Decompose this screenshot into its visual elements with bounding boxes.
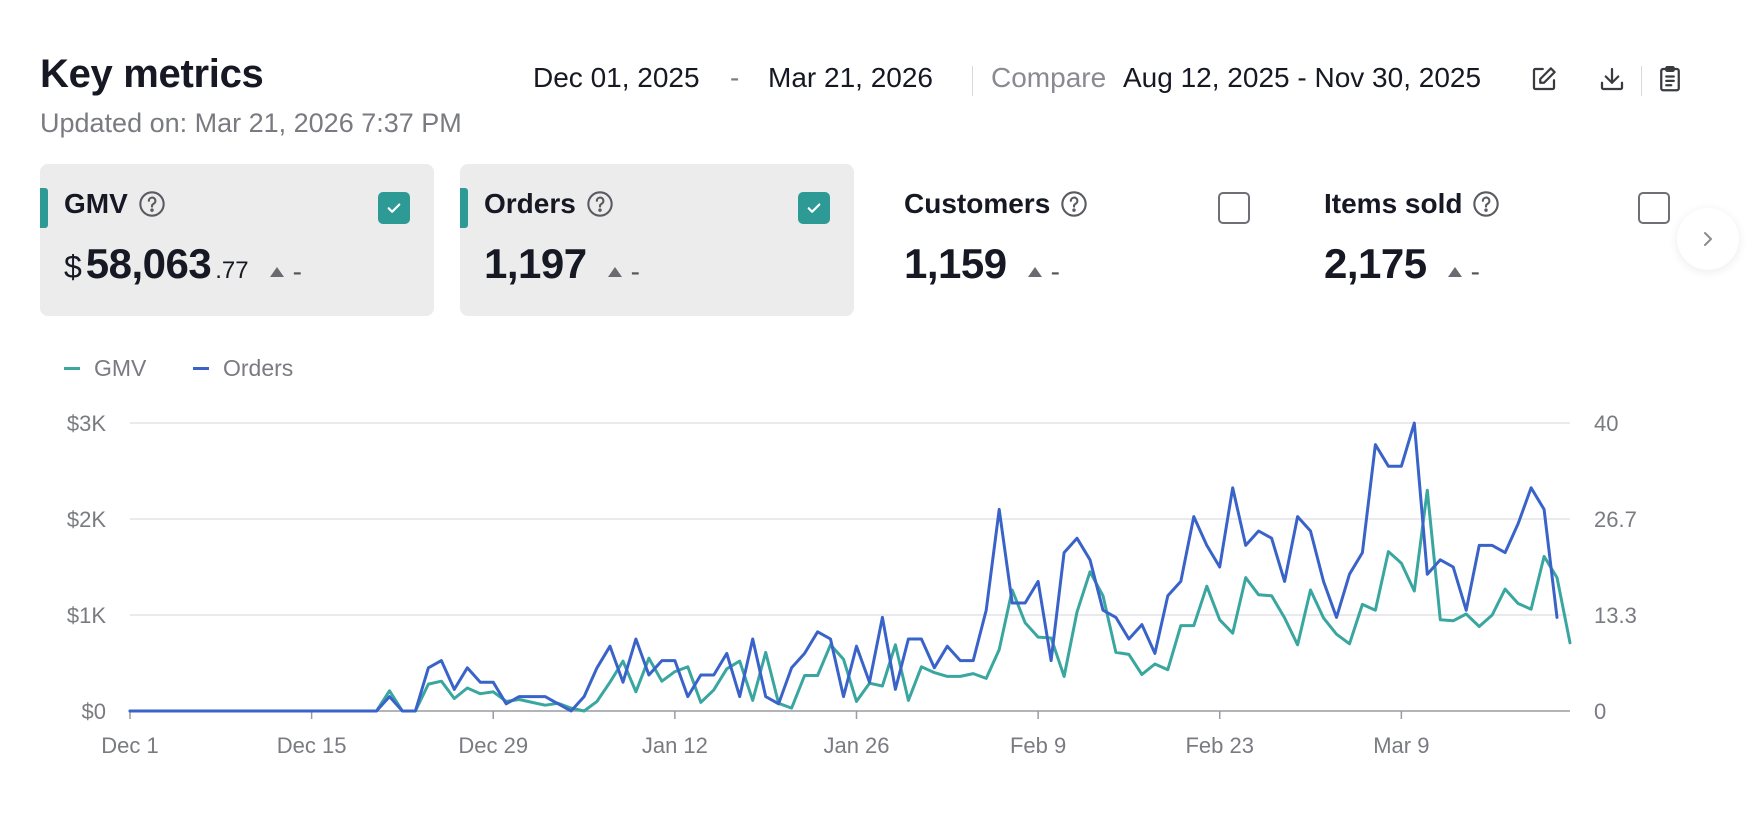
metric-checkbox[interactable]	[1638, 192, 1670, 224]
help-icon[interactable]	[1060, 190, 1088, 218]
metric-number: 58,063	[85, 240, 212, 287]
legend-item-orders[interactable]: Orders	[193, 355, 293, 382]
metric-checkbox[interactable]	[1218, 192, 1250, 224]
legend-label: GMV	[94, 355, 147, 381]
checkmark-icon	[807, 203, 821, 213]
divider	[972, 66, 973, 96]
legend-label: Orders	[223, 355, 294, 381]
trend-indicator: -	[607, 256, 640, 288]
metric-card-orders[interactable]: Orders 1,197 -	[460, 164, 854, 316]
date-range-start[interactable]: Dec 01, 2025	[533, 62, 700, 93]
selected-indicator	[460, 188, 468, 228]
compare-label: Compare	[991, 62, 1107, 93]
download-icon[interactable]	[1595, 62, 1629, 96]
metric-name: Customers	[904, 188, 1088, 220]
chevron-right-icon	[1704, 232, 1712, 246]
y-right-tick-label: 26.7	[1594, 507, 1637, 532]
metric-name: Items sold	[1324, 188, 1500, 220]
triangle-up-icon	[269, 267, 284, 277]
y-right-tick-label: 40	[1594, 411, 1618, 436]
metric-number: 2,175	[1324, 240, 1427, 287]
x-tick-label: Mar 9	[1373, 733, 1429, 758]
x-tick-label: Jan 12	[642, 733, 708, 758]
trend-value: -	[1050, 256, 1060, 287]
divider	[1641, 66, 1642, 96]
help-icon[interactable]	[1472, 190, 1500, 218]
currency-symbol: $	[64, 249, 82, 285]
metric-label: GMV	[64, 188, 128, 219]
x-tick-label: Dec 29	[458, 733, 528, 758]
page-title: Key metrics	[40, 52, 264, 96]
trend-indicator: -	[1027, 256, 1060, 288]
y-left-tick-label: $2K	[67, 507, 106, 532]
triangle-up-icon	[1447, 267, 1462, 277]
trend-indicator: -	[269, 256, 302, 288]
y-left-tick-label: $3K	[67, 411, 106, 436]
metric-number: 1,159	[904, 240, 1007, 287]
y-right-tick-label: 0	[1594, 699, 1606, 724]
edit-icon[interactable]	[1527, 62, 1561, 96]
selected-indicator	[40, 188, 48, 228]
metric-card-customers[interactable]: Customers 1,159 -	[880, 164, 1274, 316]
updated-timestamp: Updated on: Mar 21, 2026 7:37 PM	[40, 108, 462, 138]
help-icon[interactable]	[586, 190, 614, 218]
series-line-orders	[128, 421, 1559, 713]
y-right-tick-label: 13.3	[1594, 603, 1637, 628]
compare-date-range[interactable]: Aug 12, 2025 - Nov 30, 2025	[1123, 62, 1482, 93]
x-tick-label: Dec 1	[101, 733, 158, 758]
date-range-end[interactable]: Mar 21, 2026	[768, 62, 933, 93]
help-icon[interactable]	[138, 190, 166, 218]
triangle-up-icon	[607, 267, 622, 277]
clipboard-icon[interactable]	[1653, 62, 1687, 96]
series-line-gmv	[128, 488, 1572, 713]
x-tick-label: Jan 26	[823, 733, 889, 758]
line-chart: $0 0 $1K 13.3 $2K 26.7 $3K 40 Dec 1 Dec 15 Dec 29 J…	[67, 411, 1637, 758]
metric-label: Orders	[484, 188, 576, 219]
trend-indicator: -	[1447, 256, 1480, 288]
metric-value: 1,159 -	[904, 240, 1060, 288]
metric-checkbox[interactable]	[798, 192, 830, 224]
y-left-tick-label: $1K	[67, 603, 106, 628]
date-range-separator: -	[730, 62, 740, 93]
metric-value: 1,197 -	[484, 240, 640, 288]
x-tick-label: Feb 23	[1185, 733, 1254, 758]
x-tick-label: Dec 15	[277, 733, 347, 758]
legend-swatch	[193, 367, 209, 370]
metric-number: 1,197	[484, 240, 587, 287]
metric-label: Customers	[904, 188, 1051, 219]
metric-decimal: .77	[215, 257, 249, 284]
triangle-up-icon	[1027, 267, 1042, 277]
metric-card-items-sold[interactable]: Items sold 2,175 -	[1300, 164, 1694, 316]
metric-checkbox[interactable]	[378, 192, 410, 224]
metric-value: $58,063.77 -	[64, 240, 302, 288]
legend-item-gmv[interactable]: GMV	[64, 355, 146, 382]
y-left-tick-label: $0	[82, 699, 106, 724]
checkmark-icon	[387, 203, 401, 213]
trend-value: -	[1470, 256, 1480, 287]
x-tick-label: Feb 9	[1010, 733, 1066, 758]
metric-card-gmv[interactable]: GMV $58,063.77 -	[40, 164, 434, 316]
legend-swatch	[64, 367, 80, 370]
metric-name: Orders	[484, 188, 614, 220]
metric-name: GMV	[64, 188, 166, 220]
metric-value: 2,175 -	[1324, 240, 1480, 288]
trend-value: -	[630, 256, 640, 287]
trend-value: -	[292, 256, 302, 287]
metric-label: Items sold	[1324, 188, 1463, 219]
next-metrics-button[interactable]	[1677, 208, 1739, 270]
